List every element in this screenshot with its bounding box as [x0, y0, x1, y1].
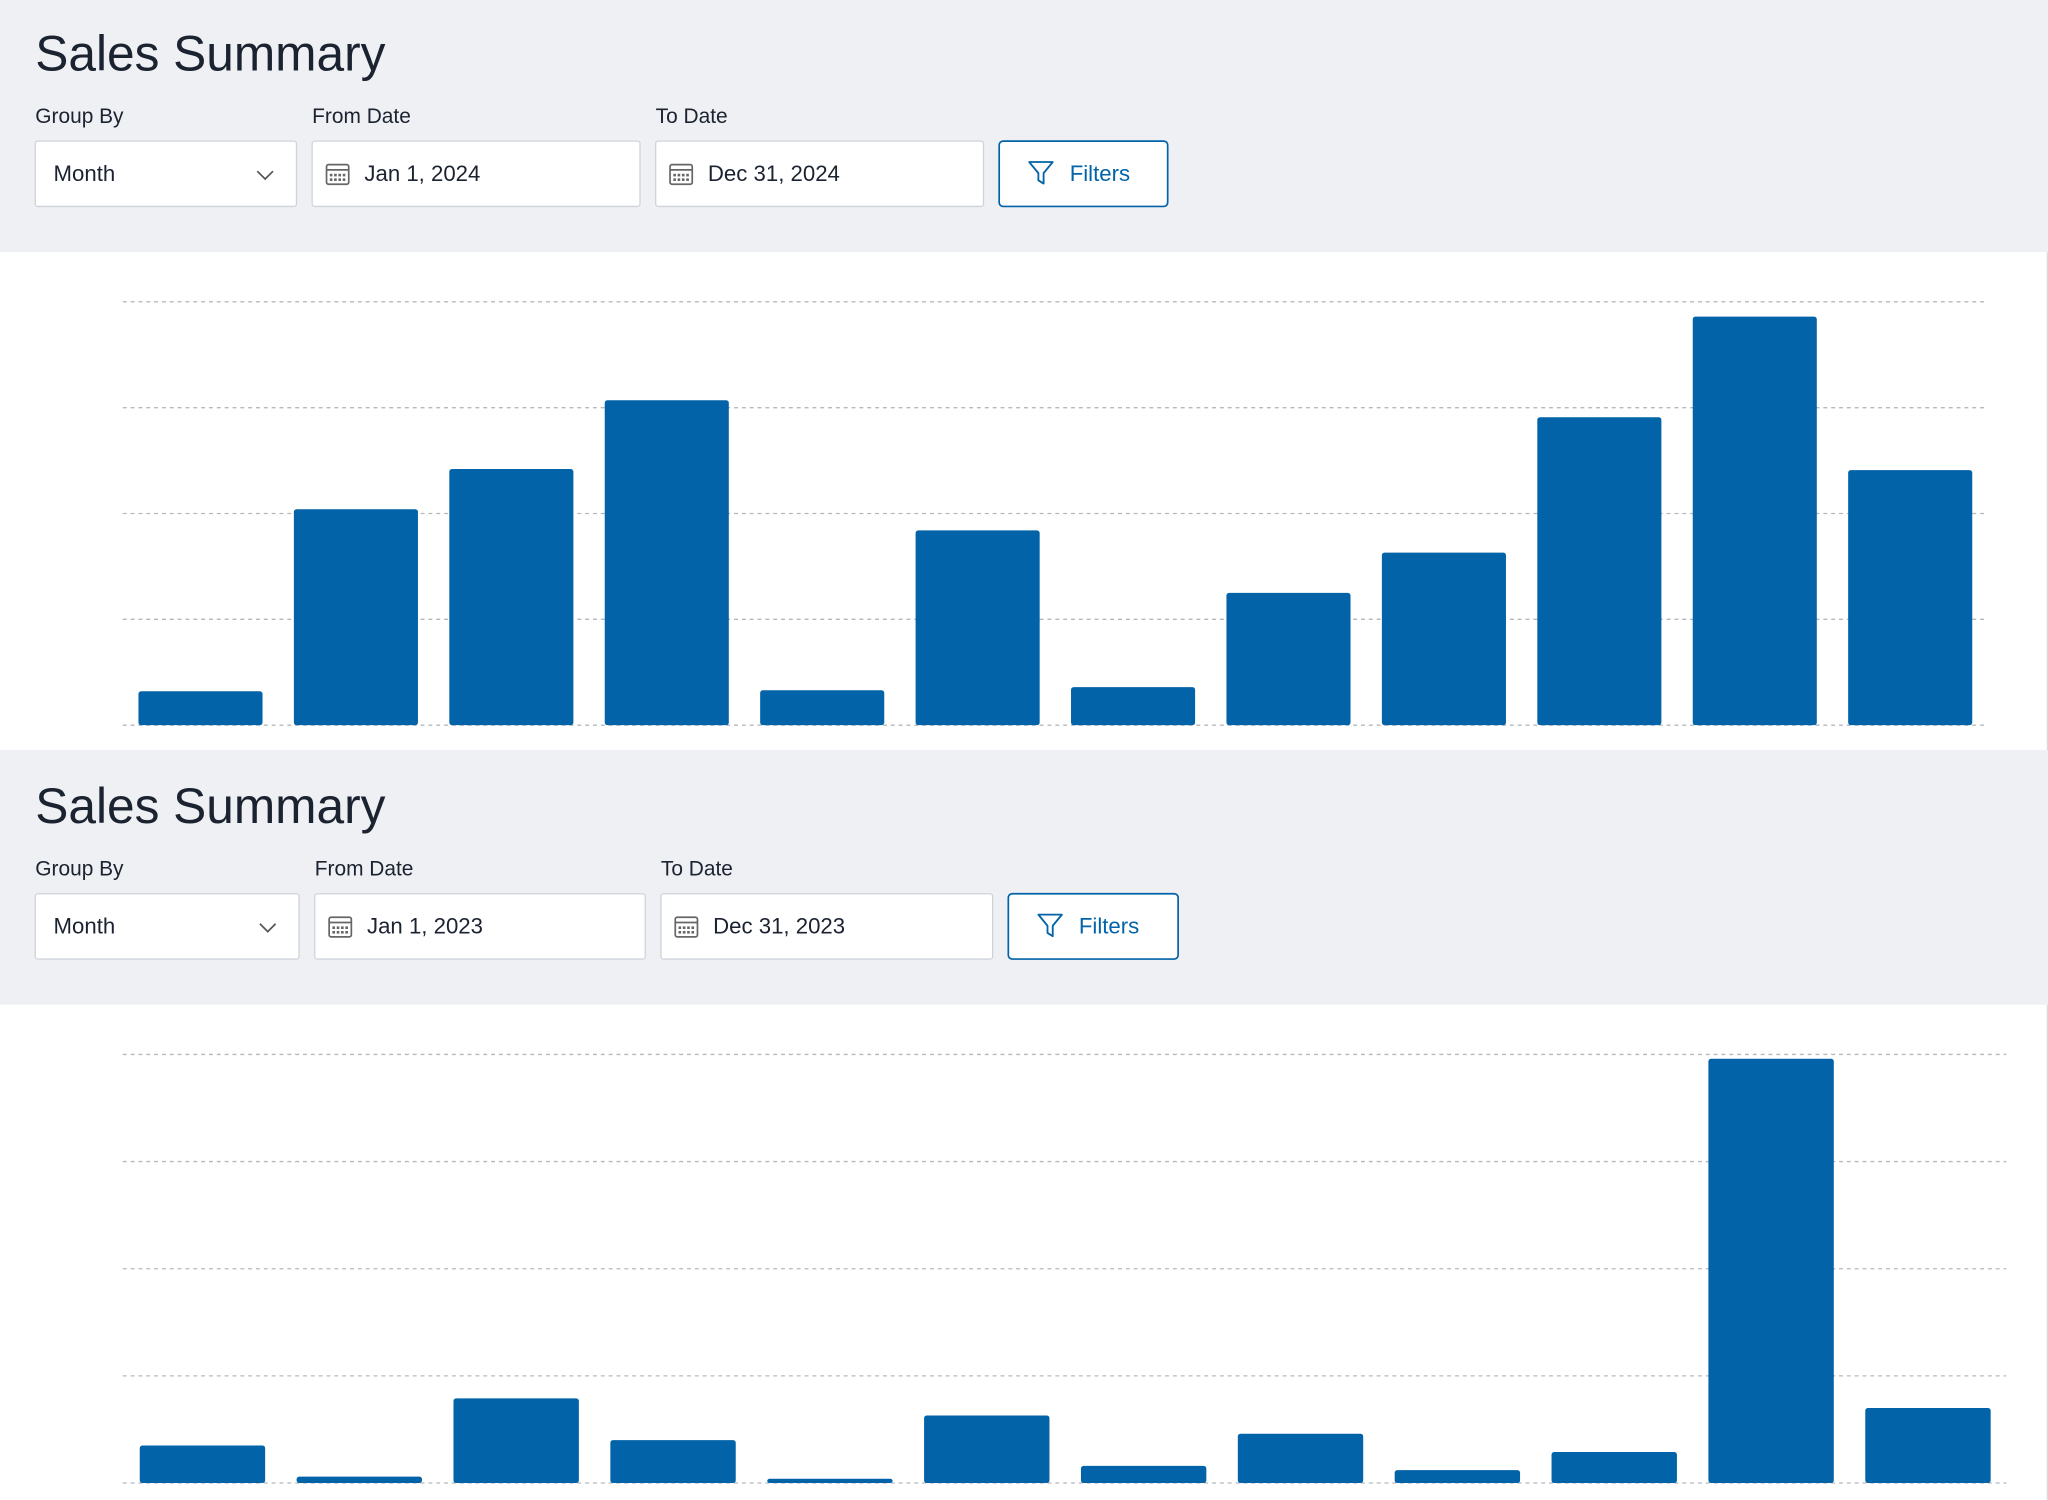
calendar-icon: [336, 930, 340, 934]
calendar-icon: [669, 163, 694, 186]
from-date-input[interactable]: [314, 893, 646, 960]
chevron-icon: [256, 170, 274, 181]
field-label: From Date: [312, 105, 411, 128]
bar: [767, 1478, 893, 1484]
bar: [604, 400, 729, 726]
calendar-icon: [332, 930, 336, 934]
bar: [139, 1445, 266, 1484]
calendar-icon: [342, 178, 346, 181]
field-label: To Date: [661, 858, 733, 881]
calendar-icon: [681, 173, 685, 177]
calendar-icon: [691, 930, 695, 934]
bar: [915, 530, 1040, 726]
bar: [1237, 1433, 1364, 1484]
bar: [760, 690, 885, 726]
header-background: [0, 0, 2048, 253]
bar: [1865, 1408, 1991, 1484]
calendar-icon: [682, 930, 686, 934]
page-title: Sales Summary: [35, 26, 385, 82]
calendar-icon: [673, 173, 676, 177]
bar: [1551, 1451, 1677, 1484]
filter-icon: [1028, 161, 1054, 185]
filters-button[interactable]: [998, 140, 1169, 208]
chevron-icon: [259, 923, 277, 933]
calendar-icon: [345, 926, 348, 930]
bar: [610, 1440, 736, 1484]
bar: [1394, 1470, 1521, 1484]
calendar-icon: [673, 178, 676, 181]
to-date-input[interactable]: [660, 893, 994, 960]
filters-button-label: Filters: [1070, 161, 1130, 186]
date-value: Dec 31, 2024: [708, 161, 840, 186]
filters-button[interactable]: [1007, 892, 1179, 960]
bar: [453, 1398, 579, 1484]
date-value: Jan 1, 2024: [364, 161, 480, 186]
bar: [296, 1476, 423, 1484]
calendar-icon: [687, 926, 690, 930]
calendar-icon: [325, 163, 350, 186]
calendar-icon: [341, 930, 344, 934]
filter-icon: [1037, 913, 1063, 938]
bar: [449, 469, 574, 726]
bar: [924, 1415, 1050, 1484]
group-by-select[interactable]: [34, 140, 298, 208]
field-label: From Date: [315, 858, 414, 881]
calendar-icon: [678, 926, 682, 930]
calendar-icon: [342, 173, 346, 177]
calendar-icon: [681, 178, 685, 181]
bar: [1848, 470, 1973, 726]
field-label: Group By: [35, 105, 124, 128]
calendar-icon: [677, 178, 681, 181]
calendar-icon: [329, 178, 333, 181]
calendar-icon: [338, 173, 342, 177]
calendar-icon: [686, 178, 689, 181]
bar: [293, 509, 418, 726]
date-value: Dec 31, 2023: [713, 914, 845, 939]
to-date-input[interactable]: [655, 140, 985, 208]
select-value: Month: [54, 161, 116, 186]
field-label: Group By: [35, 858, 124, 881]
calendar-icon: [334, 173, 337, 177]
calendar-icon: [328, 916, 353, 938]
calendar-icon: [336, 926, 340, 930]
page-title: Sales Summary: [35, 778, 385, 834]
calendar-icon: [682, 926, 686, 930]
calendar-icon: [332, 926, 336, 930]
calendar-icon: [674, 916, 699, 938]
field-label: To Date: [656, 105, 728, 128]
bar: [1226, 592, 1351, 726]
bar: [1381, 552, 1506, 726]
bar: [1692, 316, 1817, 726]
select-value: Month: [54, 914, 116, 939]
calendar-icon: [691, 926, 695, 930]
bar: [138, 691, 263, 726]
calendar-icon: [677, 173, 681, 177]
calendar-icon: [345, 930, 348, 934]
group-by-select[interactable]: [34, 893, 300, 960]
bar: [1708, 1058, 1834, 1484]
bar: [1071, 687, 1196, 726]
calendar-icon: [334, 178, 337, 181]
calendar-icon: [687, 930, 690, 934]
calendar-icon: [678, 930, 682, 934]
calendar-icon: [686, 173, 689, 177]
calendar-icon: [329, 173, 333, 177]
bar: [1537, 417, 1662, 726]
from-date-input[interactable]: [311, 140, 641, 208]
header-background: [0, 750, 2048, 1005]
bar: [1080, 1465, 1207, 1484]
calendar-icon: [341, 926, 344, 930]
date-value: Jan 1, 2023: [367, 914, 483, 939]
calendar-icon: [338, 178, 342, 181]
filters-button-label: Filters: [1079, 914, 1139, 939]
